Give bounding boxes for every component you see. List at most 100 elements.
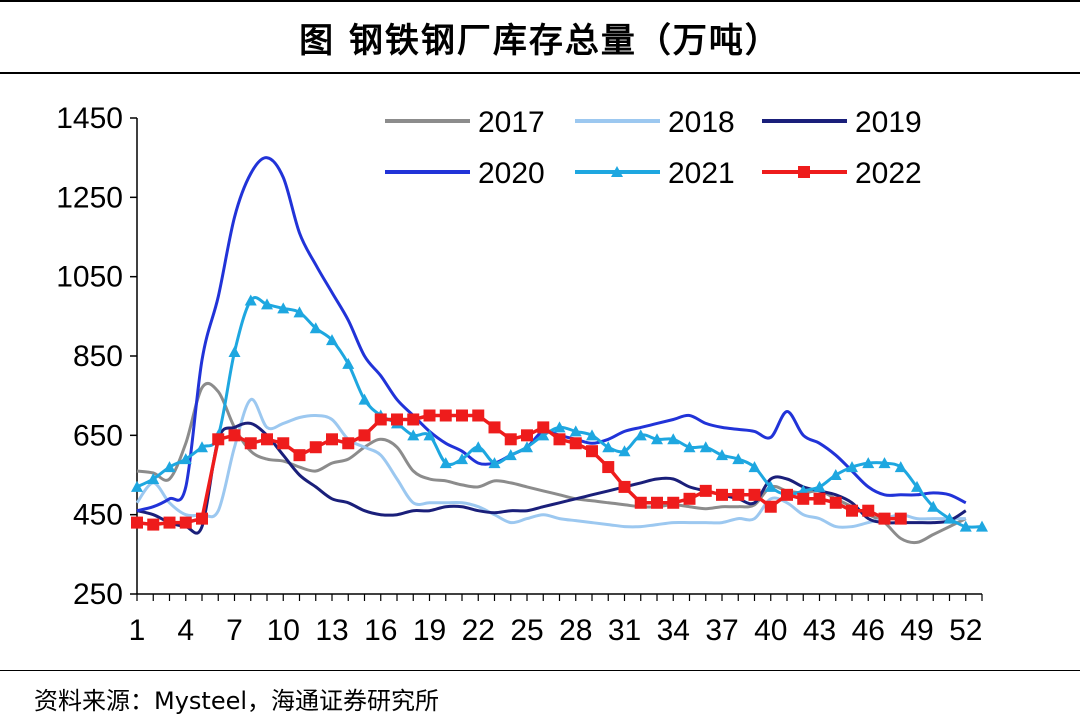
data-point-2021 bbox=[537, 429, 550, 441]
x-tick-label: 4 bbox=[177, 614, 194, 647]
data-point-2021 bbox=[521, 441, 533, 453]
legend-label-2017: 2017 bbox=[478, 106, 545, 139]
data-point-2021 bbox=[147, 472, 160, 484]
y-tick-label: 850 bbox=[73, 340, 123, 373]
data-point-2021 bbox=[878, 457, 891, 469]
data-point-2022 bbox=[293, 449, 306, 462]
x-tick-label: 37 bbox=[705, 614, 738, 647]
data-point-2022 bbox=[391, 413, 403, 426]
data-point-2021 bbox=[407, 429, 420, 441]
axes: 250 450 650 850 1050 1250 1450 1 4 7 10 13 16 19 22 25 2… bbox=[56, 102, 983, 647]
data-point-2022 bbox=[342, 437, 355, 450]
series-line-2022 bbox=[136, 413, 901, 527]
series-line-2021 bbox=[136, 296, 983, 529]
data-point-2022 bbox=[699, 484, 712, 497]
data-point-2022 bbox=[423, 409, 436, 422]
data-point-2022 bbox=[813, 492, 826, 505]
data-point-2021 bbox=[943, 512, 956, 524]
data-point-2021 bbox=[716, 449, 728, 461]
source-note: 资料来源：Mysteel，海通证券研究所 bbox=[0, 670, 1080, 725]
x-tick-label: 28 bbox=[559, 614, 592, 647]
legend-label-2019: 2019 bbox=[855, 106, 922, 139]
data-point-2021 bbox=[829, 469, 842, 480]
data-point-2022 bbox=[147, 518, 160, 531]
data-point-2022 bbox=[683, 492, 696, 505]
data-point-2021 bbox=[261, 298, 273, 310]
data-point-2021 bbox=[553, 421, 566, 433]
data-point-2021 bbox=[456, 453, 468, 465]
x-tick-label: 1 bbox=[129, 614, 146, 647]
data-point-2022 bbox=[196, 512, 208, 525]
legend-item-2019: 2019 bbox=[762, 106, 922, 139]
data-point-2022 bbox=[764, 500, 777, 513]
data-point-2022 bbox=[504, 433, 517, 446]
data-point-2022 bbox=[586, 445, 598, 458]
x-tick-label: 31 bbox=[608, 614, 641, 647]
data-point-2021 bbox=[309, 322, 322, 334]
data-point-2021 bbox=[131, 480, 143, 492]
data-point-2021 bbox=[862, 457, 875, 469]
x-tick-label: 40 bbox=[754, 614, 787, 647]
data-point-2021 bbox=[423, 429, 436, 441]
legend-item-2021: 2021 bbox=[575, 157, 735, 190]
data-point-2022 bbox=[602, 461, 615, 474]
data-point-2021 bbox=[976, 520, 988, 532]
data-point-2021 bbox=[618, 445, 631, 457]
data-point-2022 bbox=[797, 492, 810, 505]
data-point-2021 bbox=[683, 441, 696, 453]
legend-label-2022: 2022 bbox=[855, 157, 922, 190]
legend-label-2018: 2018 bbox=[668, 106, 735, 139]
data-point-2021 bbox=[764, 480, 777, 492]
legend-marker-2022 bbox=[798, 166, 810, 178]
data-point-2021 bbox=[358, 393, 371, 405]
data-point-2022 bbox=[374, 413, 387, 426]
data-point-2021 bbox=[439, 457, 452, 469]
data-point-2021 bbox=[293, 306, 306, 318]
legend-label-2021: 2021 bbox=[668, 157, 735, 190]
data-point-2022 bbox=[309, 441, 322, 454]
data-point-2021 bbox=[163, 461, 176, 473]
data-point-2021 bbox=[326, 334, 338, 346]
y-tick-label: 450 bbox=[73, 499, 123, 532]
chart-title: 图 钢铁钢厂库存总量（万吨） bbox=[299, 20, 781, 61]
series-2021 bbox=[131, 294, 988, 532]
legend-marker-2021 bbox=[611, 166, 623, 177]
data-point-2022 bbox=[163, 516, 176, 529]
x-tick-label: 52 bbox=[949, 614, 982, 647]
data-point-2021 bbox=[569, 425, 582, 437]
legend-item-2020: 2020 bbox=[385, 157, 545, 190]
data-point-2021 bbox=[959, 520, 972, 532]
data-point-2022 bbox=[894, 512, 907, 525]
data-point-2022 bbox=[407, 413, 420, 426]
y-tick-label: 1250 bbox=[56, 181, 123, 214]
x-tick-label: 43 bbox=[803, 614, 836, 647]
data-point-2021 bbox=[846, 461, 858, 473]
x-tick-label: 25 bbox=[510, 614, 543, 647]
data-point-2021 bbox=[651, 433, 663, 445]
chart-title-bar: 图 钢铁钢厂库存总量（万吨） bbox=[0, 0, 1080, 74]
data-point-2021 bbox=[732, 453, 745, 465]
data-point-2021 bbox=[748, 461, 761, 473]
legend-item-2022: 2022 bbox=[762, 157, 922, 190]
data-point-2022 bbox=[862, 504, 875, 517]
data-point-2022 bbox=[131, 516, 143, 529]
data-point-2022 bbox=[829, 496, 842, 509]
data-point-2022 bbox=[716, 488, 728, 501]
data-point-2021 bbox=[504, 449, 517, 461]
data-point-2022 bbox=[667, 496, 680, 509]
data-point-2022 bbox=[228, 429, 241, 442]
data-point-2022 bbox=[456, 409, 468, 422]
line-chart: 250 450 650 850 1050 1250 1450 1 4 7 10 13 16 19 22 25 2… bbox=[56, 102, 988, 647]
data-point-2022 bbox=[488, 421, 501, 434]
data-point-2022 bbox=[732, 488, 745, 501]
data-point-2021 bbox=[927, 500, 940, 512]
data-point-2022 bbox=[618, 480, 631, 493]
x-tick-label: 46 bbox=[852, 614, 885, 647]
data-point-2022 bbox=[846, 504, 858, 517]
data-point-2022 bbox=[651, 496, 663, 509]
series-line-2017 bbox=[136, 381, 967, 545]
y-tick-label: 250 bbox=[73, 578, 123, 611]
data-point-2021 bbox=[586, 429, 598, 441]
data-point-2021 bbox=[602, 441, 615, 453]
data-point-2021 bbox=[488, 457, 501, 469]
